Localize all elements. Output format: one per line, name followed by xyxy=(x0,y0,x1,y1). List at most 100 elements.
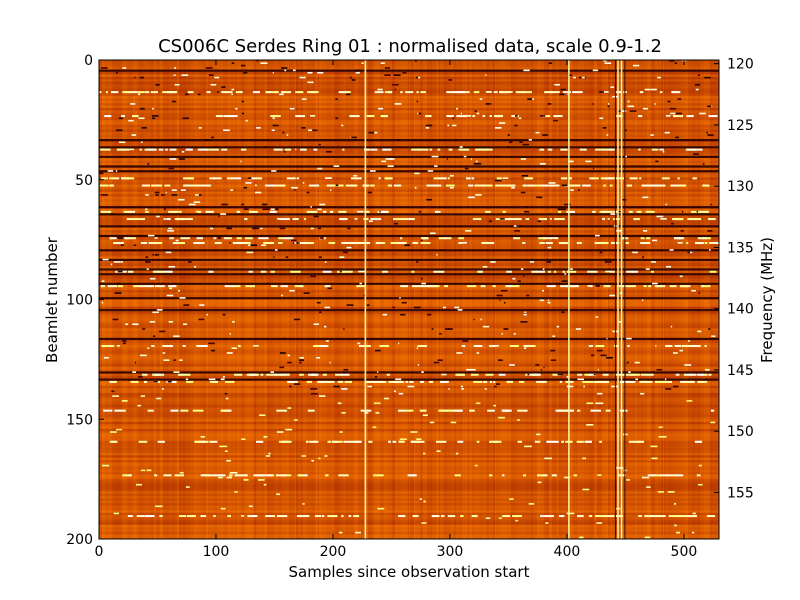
column-streak xyxy=(322,60,324,539)
speckle xyxy=(655,160,659,163)
speckle xyxy=(566,376,570,378)
bright-speckle xyxy=(353,515,360,518)
bright-speckle xyxy=(509,345,519,348)
bright-speckle xyxy=(378,177,381,180)
speckle xyxy=(346,304,354,306)
bright-speckle xyxy=(274,91,279,94)
bright-speckle xyxy=(674,237,685,240)
row-band xyxy=(99,76,719,80)
speckle xyxy=(454,306,460,309)
row-band xyxy=(99,289,719,293)
speckle xyxy=(219,445,228,448)
row-band xyxy=(99,325,719,329)
speckle xyxy=(335,117,338,120)
column-streak xyxy=(493,60,495,539)
speckle xyxy=(486,103,489,105)
speckle xyxy=(229,242,231,244)
bright-speckle xyxy=(136,515,145,518)
speckle xyxy=(592,103,594,105)
bright-speckle xyxy=(151,345,155,348)
bright-speckle xyxy=(341,515,344,518)
row-band xyxy=(99,321,719,324)
y2-tick-label: 130 xyxy=(727,179,754,195)
bright-speckle xyxy=(223,115,230,118)
speckle xyxy=(113,261,121,263)
speckle xyxy=(316,301,321,304)
speckle xyxy=(373,131,378,134)
column-streak xyxy=(612,60,614,539)
dark-row xyxy=(99,234,719,238)
column-streak xyxy=(562,60,564,539)
speckle xyxy=(624,155,627,158)
column-streak xyxy=(566,60,570,539)
column-streak xyxy=(181,60,183,539)
speckle xyxy=(294,242,297,244)
column-streak xyxy=(361,60,365,539)
dark-row xyxy=(99,139,719,142)
column-streak xyxy=(573,60,576,539)
column-streak xyxy=(105,60,108,539)
column-streak xyxy=(154,60,156,539)
speckle xyxy=(624,129,627,132)
speckle xyxy=(542,134,549,136)
speckle xyxy=(299,356,304,359)
speckle xyxy=(475,162,482,165)
bright-speckle xyxy=(183,184,192,187)
row-band xyxy=(99,488,719,492)
bright-speckle xyxy=(478,270,482,273)
speckle xyxy=(113,285,116,287)
speckle xyxy=(654,103,656,105)
column-streak xyxy=(223,60,227,539)
bright-speckle xyxy=(492,380,496,383)
speckle xyxy=(311,459,315,462)
bright-speckle xyxy=(374,91,384,94)
row-band xyxy=(99,143,719,147)
speckle xyxy=(707,134,714,136)
speckle xyxy=(156,215,160,218)
bright-speckle xyxy=(536,380,547,383)
bright-speckle xyxy=(301,515,309,518)
bright-speckle xyxy=(230,285,236,288)
speckle xyxy=(498,416,505,419)
speckle xyxy=(546,225,552,227)
speckle xyxy=(660,218,667,220)
speckle xyxy=(224,392,228,395)
speckle xyxy=(679,275,683,278)
speckle xyxy=(133,244,137,247)
speckle xyxy=(335,184,339,187)
column-streak xyxy=(669,60,673,539)
bright-speckle xyxy=(548,270,551,273)
row-band xyxy=(99,467,719,470)
bright-speckle xyxy=(100,210,112,213)
bright-speckle xyxy=(652,474,662,477)
bright-speckle xyxy=(654,285,666,288)
column-streak xyxy=(469,60,472,539)
speckle xyxy=(377,88,383,91)
speckle xyxy=(644,536,651,539)
bright-speckle xyxy=(154,285,165,288)
row-band xyxy=(99,67,719,70)
speckle xyxy=(240,160,242,163)
bright-speckle xyxy=(388,380,397,383)
speckle xyxy=(140,141,143,144)
bright-speckle xyxy=(508,184,516,187)
speckle xyxy=(358,270,366,273)
bright-speckle xyxy=(504,218,513,221)
speckle xyxy=(421,277,423,280)
speckle xyxy=(226,459,231,462)
speckle xyxy=(516,419,520,421)
bright-speckle xyxy=(609,148,616,151)
column-streak xyxy=(486,60,488,539)
speckle xyxy=(101,301,104,304)
speckle xyxy=(199,304,205,306)
bright-speckle xyxy=(308,184,320,187)
column-streak xyxy=(280,60,281,539)
speckle xyxy=(286,134,289,136)
speckle xyxy=(662,151,665,153)
bright-speckle xyxy=(368,440,373,443)
row-band xyxy=(99,483,719,487)
speckle xyxy=(99,172,104,175)
speckle xyxy=(114,318,119,321)
bright-speckle xyxy=(388,440,391,443)
speckle xyxy=(427,170,434,172)
